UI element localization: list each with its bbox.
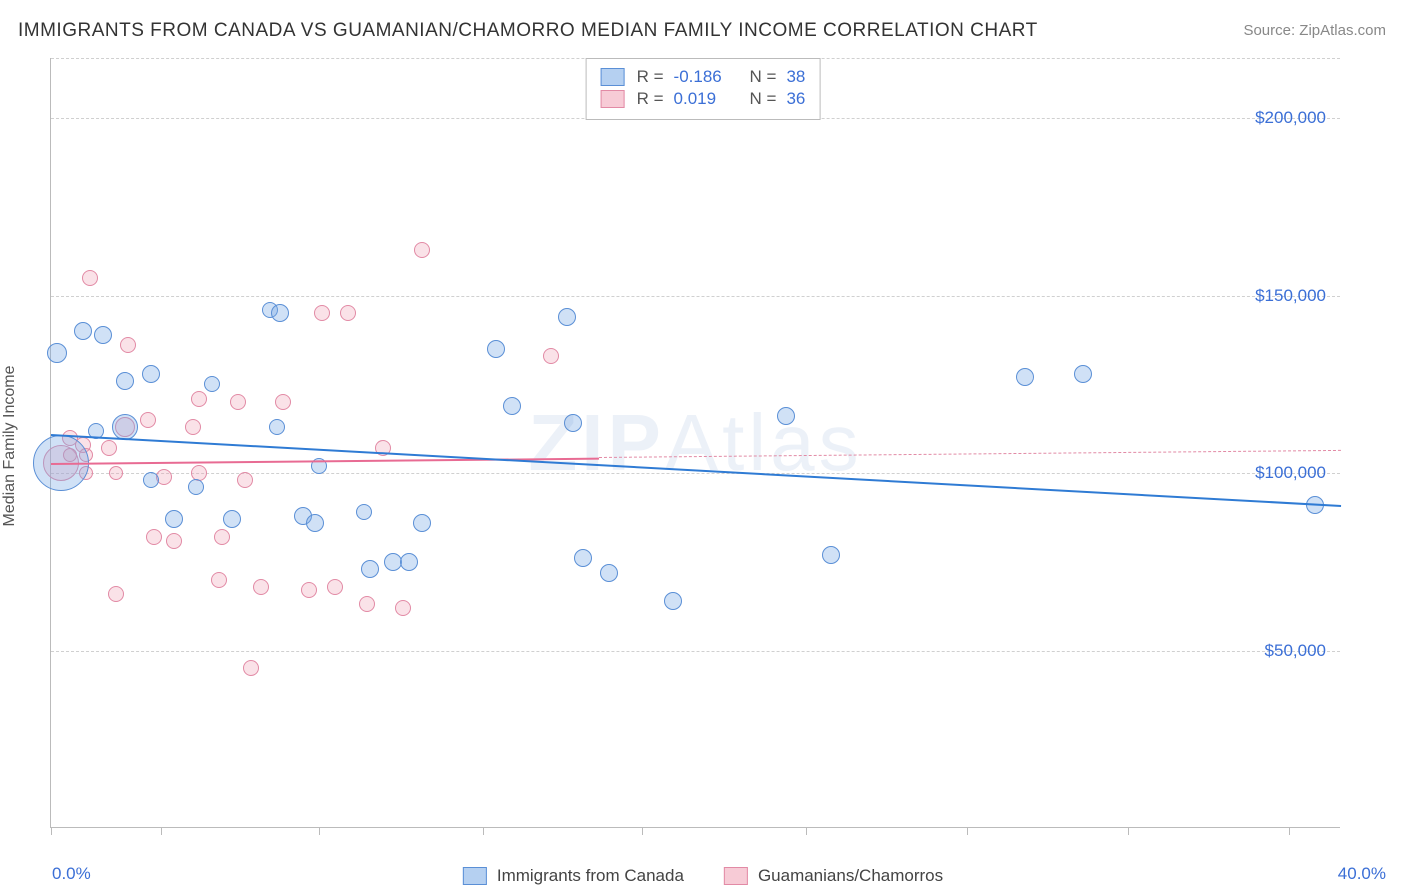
y-tick-label: $200,000: [1255, 108, 1326, 128]
data-point: [143, 472, 159, 488]
data-point: [487, 340, 505, 358]
source-attribution: Source: ZipAtlas.com: [1243, 22, 1386, 39]
data-point: [204, 376, 220, 392]
r-value: 0.019: [674, 89, 732, 109]
data-point: [359, 596, 375, 612]
data-point: [214, 529, 230, 545]
x-axis-max-label: 40.0%: [1338, 864, 1386, 884]
gridline: [51, 651, 1340, 652]
legend-row: R = 0.019 N = 36: [601, 89, 806, 109]
data-point: [574, 549, 592, 567]
y-tick-label: $150,000: [1255, 286, 1326, 306]
x-tick-mark: [1128, 827, 1129, 835]
data-point: [356, 504, 372, 520]
data-point: [777, 407, 795, 425]
data-point: [340, 305, 356, 321]
data-point: [165, 510, 183, 528]
data-point: [1016, 368, 1034, 386]
chart-title: IMMIGRANTS FROM CANADA VS GUAMANIAN/CHAM…: [18, 20, 1038, 42]
data-point: [253, 579, 269, 595]
correlation-legend: R = -0.186 N = 38 R = 0.019 N = 36: [586, 58, 821, 120]
series-legend: Immigrants from Canada Guamanians/Chamorr…: [463, 866, 943, 886]
data-point: [314, 305, 330, 321]
y-tick-label: $100,000: [1255, 463, 1326, 483]
x-tick-mark: [483, 827, 484, 835]
legend-swatch: [601, 90, 625, 108]
data-point: [191, 391, 207, 407]
data-point: [558, 308, 576, 326]
data-point: [306, 514, 324, 532]
data-point: [395, 600, 411, 616]
x-tick-mark: [1289, 827, 1290, 835]
legend-item: Immigrants from Canada: [463, 866, 684, 886]
data-point: [301, 582, 317, 598]
data-point: [414, 242, 430, 258]
data-point: [82, 270, 98, 286]
legend-label: Guamanians/Chamorros: [758, 866, 943, 886]
data-point: [413, 514, 431, 532]
legend-row: R = -0.186 N = 38: [601, 67, 806, 87]
r-label: R =: [637, 89, 664, 109]
data-point: [275, 394, 291, 410]
data-point: [112, 414, 138, 440]
data-point: [600, 564, 618, 582]
data-point: [230, 394, 246, 410]
data-point: [822, 546, 840, 564]
legend-swatch: [724, 867, 748, 885]
data-point: [142, 365, 160, 383]
data-point: [211, 572, 227, 588]
watermark: ZIPAtlas: [528, 397, 862, 489]
data-point: [146, 529, 162, 545]
data-point: [361, 560, 379, 578]
data-point: [327, 579, 343, 595]
data-point: [108, 586, 124, 602]
x-tick-mark: [51, 827, 52, 835]
legend-label: Immigrants from Canada: [497, 866, 684, 886]
data-point: [564, 414, 582, 432]
trend-line: [599, 450, 1341, 458]
y-tick-label: $50,000: [1265, 641, 1326, 661]
x-tick-mark: [967, 827, 968, 835]
data-point: [400, 553, 418, 571]
data-point: [101, 440, 117, 456]
legend-swatch: [463, 867, 487, 885]
data-point: [116, 372, 134, 390]
data-point: [74, 322, 92, 340]
data-point: [271, 304, 289, 322]
r-value: -0.186: [674, 67, 732, 87]
data-point: [243, 660, 259, 676]
data-point: [664, 592, 682, 610]
data-point: [223, 510, 241, 528]
n-value: 38: [786, 67, 805, 87]
data-point: [166, 533, 182, 549]
data-point: [94, 326, 112, 344]
data-point: [47, 343, 67, 363]
x-axis-min-label: 0.0%: [52, 864, 91, 884]
data-point: [237, 472, 253, 488]
gridline: [51, 296, 1340, 297]
legend-item: Guamanians/Chamorros: [724, 866, 943, 886]
data-point: [188, 479, 204, 495]
data-point: [109, 466, 123, 480]
data-point: [140, 412, 156, 428]
x-tick-mark: [806, 827, 807, 835]
data-point: [1074, 365, 1092, 383]
trend-line: [51, 434, 1341, 507]
data-point: [503, 397, 521, 415]
x-tick-mark: [642, 827, 643, 835]
r-label: R =: [637, 67, 664, 87]
legend-swatch: [601, 68, 625, 86]
x-tick-mark: [161, 827, 162, 835]
n-label: N =: [750, 89, 777, 109]
data-point: [269, 419, 285, 435]
data-point: [543, 348, 559, 364]
n-value: 36: [786, 89, 805, 109]
n-label: N =: [750, 67, 777, 87]
data-point: [185, 419, 201, 435]
scatter-plot-area: ZIPAtlas $50,000 $100,000 $150,000 $200,000: [50, 58, 1340, 828]
x-tick-mark: [319, 827, 320, 835]
data-point: [120, 337, 136, 353]
y-axis-title: Median Family Income: [1, 366, 19, 527]
